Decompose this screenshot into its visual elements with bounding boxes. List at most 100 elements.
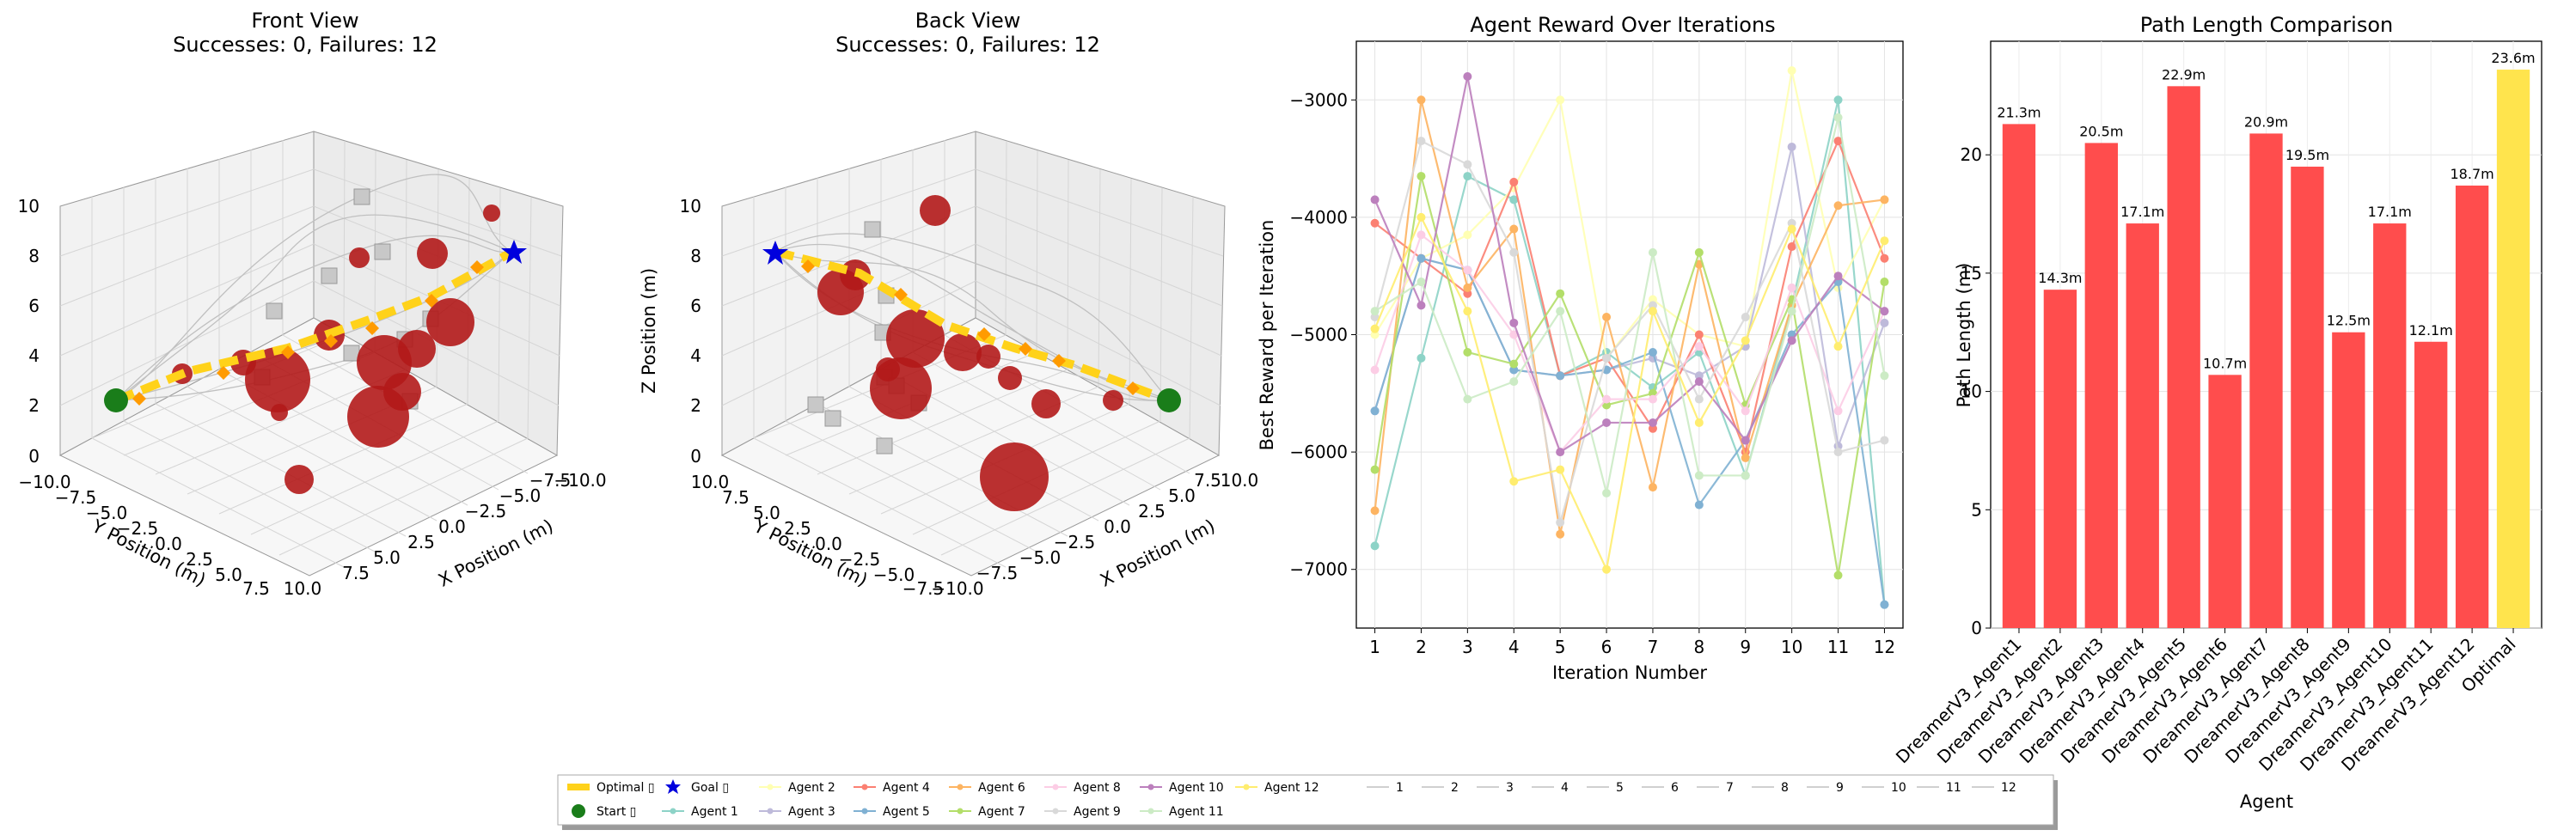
reward-point [1370, 506, 1380, 516]
reward-chart: Agent Reward Over Iterations 1 2 3 4 5 6 7 8 9 10… [1257, 13, 1904, 683]
legend-item-number: 5 [1587, 781, 1624, 795]
bar-data-label: 18.7m [2451, 166, 2494, 182]
legend-label: 10 [1891, 781, 1906, 795]
reward-point [1463, 71, 1472, 81]
reward-series-line [1374, 117, 1886, 494]
reward-point [1787, 224, 1796, 234]
bar [2332, 332, 2365, 628]
reward-point [1370, 324, 1380, 333]
legend-label: Agent 11 [1169, 805, 1224, 819]
legend-item-number: 11 [1917, 781, 1961, 795]
legend-label: 7 [1726, 781, 1734, 795]
reward-series-line [1374, 76, 1886, 454]
front-z-tick: 10 [18, 196, 40, 217]
front-x-tick: 0.0 [438, 516, 466, 537]
back-z-tick: 4 [690, 345, 701, 366]
front-z-tick: 4 [28, 345, 40, 366]
reward-point [1787, 283, 1796, 292]
front-x-tick: −5.0 [499, 485, 542, 506]
back-y-ticks: 10.0 7.5 5.0 2.5 0.0 −2.5 −5.0 −7.5 −10.… [691, 472, 984, 599]
front-view-panel: Front View Successes: 0, Failures: 12 0 … [18, 9, 607, 599]
reward-point [1787, 336, 1796, 345]
reward-point [1416, 253, 1426, 263]
reward-point [1648, 247, 1657, 257]
reward-point [1556, 371, 1565, 381]
reward-point [1556, 518, 1565, 528]
reward-point [1509, 247, 1519, 257]
back-x-tick: −7.5 [976, 563, 1019, 583]
reward-y-tick-label: −6000 [1289, 442, 1348, 462]
front-z-ticks: 0 2 4 6 8 10 [18, 196, 40, 467]
legend-label: Start ▯ [597, 805, 636, 819]
front-z-tick: 8 [28, 246, 40, 266]
reward-series-line [1374, 233, 1886, 455]
reward-point [1833, 272, 1843, 281]
reward-point [1463, 172, 1472, 181]
reward-point [1416, 172, 1426, 181]
front-x-tick: 5.0 [373, 547, 401, 568]
legend-label: Goal ▯ [691, 781, 729, 795]
bar-data-label: 22.9m [2162, 66, 2206, 82]
back-x-tick: 7.5 [1194, 470, 1221, 491]
reward-point [1416, 137, 1426, 146]
reward-point [1463, 160, 1472, 169]
legend-label: 8 [1781, 781, 1789, 795]
reward-x-tick-label: 12 [1874, 637, 1895, 657]
legend-item-start: Start ▯ [572, 804, 636, 819]
legend-item-goal: Goal ▯ [665, 779, 729, 795]
bar-data-label: 17.1m [2368, 204, 2412, 220]
back-y-tick: −5.0 [873, 564, 915, 585]
back-y-tick: −2.5 [839, 549, 881, 570]
reward-point [1648, 483, 1657, 492]
reward-point [1416, 212, 1426, 222]
reward-series-line [1374, 100, 1885, 534]
bar-data-label: 17.1m [2120, 204, 2164, 220]
bar [2167, 86, 2200, 629]
reward-point [1741, 406, 1750, 416]
reward-point [1509, 224, 1519, 234]
path-length-title: Path Length Comparison [2140, 13, 2393, 37]
front-optimal-path [114, 247, 517, 406]
legend-label: Agent 1 [691, 805, 738, 819]
bar-y-axis-label: Path Length (m) [1954, 263, 1974, 408]
reward-series-line [1374, 139, 1885, 523]
reward-point [1694, 377, 1704, 387]
legend-item-optimal: Optimal ▯ [567, 781, 655, 795]
reward-point [1833, 342, 1843, 351]
reward-x-tick-label: 2 [1416, 637, 1427, 657]
front-obstacles [172, 204, 500, 494]
legend-item-number: 12 [1972, 781, 2016, 795]
legend-frame [557, 774, 2054, 826]
front-x-tick: 7.5 [342, 563, 370, 583]
reward-point [1556, 448, 1565, 457]
reward-point [1509, 359, 1519, 369]
reward-point [1370, 307, 1380, 316]
reward-point [1694, 418, 1704, 427]
reward-point [1694, 330, 1704, 339]
legend-item-number: 4 [1532, 781, 1569, 795]
reward-point [1463, 265, 1472, 275]
legend-item-agent: Agent 8 [1044, 781, 1121, 795]
reward-point [1463, 307, 1472, 316]
legend-item-agent: Agent 4 [854, 781, 930, 795]
reward-series-line [1374, 215, 1886, 573]
reward-axes: 1 2 3 4 5 6 7 8 9 10 11 12−7000−6000−5000−4000−3000 [1289, 89, 1895, 657]
legend-item-number: 6 [1642, 781, 1679, 795]
legend-label: 1 [1396, 781, 1404, 795]
reward-point [1694, 247, 1704, 257]
reward-point [1880, 278, 1889, 287]
reward-point [1741, 336, 1750, 345]
legend-label: Agent 7 [978, 805, 1025, 819]
bar-y-tick-label: 0 [1971, 618, 1982, 638]
bar [2414, 341, 2448, 628]
reward-point [1648, 418, 1657, 427]
legend-item-agent: Agent 1 [662, 805, 738, 819]
front-start-marker [104, 388, 128, 412]
bar [2455, 185, 2489, 628]
reward-point [1602, 418, 1612, 427]
legend-label: 4 [1561, 781, 1569, 795]
bar [2208, 375, 2242, 628]
reward-series-line [1374, 257, 1886, 605]
reward-point [1556, 289, 1565, 298]
